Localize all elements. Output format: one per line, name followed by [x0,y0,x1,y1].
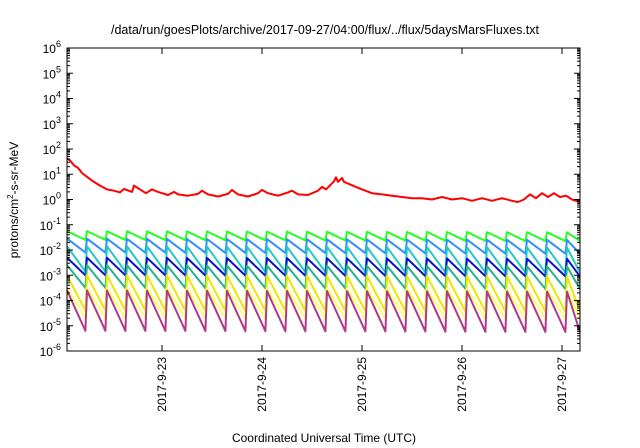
y-tick-label: 104 [43,90,61,107]
x-tick-label: 2017-9-26 [455,357,469,412]
y-tick-label: 106 [43,39,61,56]
y-axis-label: protons/cm2-s-sr-MeV [6,142,21,258]
series-line-2 [66,230,581,243]
y-axis: 10-6 10-5 10-4 10-3 10-2 10-1 100 101 102 103 104 1… [40,39,580,359]
y-tick-label: 102 [43,140,61,157]
y-tick-label: 10-6 [40,342,61,359]
x-axis-label: Coordinated Universal Time (UTC) [232,431,416,445]
series-line-7 [66,274,581,313]
y-tick-label: 100 [43,191,61,208]
y-tick-label: 10-5 [40,317,61,334]
y-tick-label: 10-3 [40,266,61,283]
series-line-4 [66,245,581,274]
y-tick-label: 101 [43,165,61,182]
y-tick-label: 103 [43,115,61,132]
chart-title: /data/run/goesPlots/archive/2017-09-27/0… [111,23,540,37]
x-tick-label: 2017-9-25 [355,357,369,412]
x-tick-label: 2017-9-27 [555,357,569,412]
series-line-5 [66,256,581,278]
series-line-9 [66,289,581,333]
series-line-8 [66,286,581,321]
x-tick-label: 2017-9-23 [155,357,169,412]
y-tick-label: 105 [43,64,61,81]
x-axis: 2017-9-23 2017-9-24 2017-9-25 2017-9-26 2017… [155,48,569,412]
y-tick-label: 10-4 [40,292,61,309]
y-tick-label: 10-2 [40,241,61,258]
y-tick-label: 10-1 [40,216,61,233]
series-line-3 [66,237,581,255]
series-line-1 [66,157,581,203]
series-layer [66,157,581,333]
x-tick-label: 2017-9-24 [255,357,269,412]
